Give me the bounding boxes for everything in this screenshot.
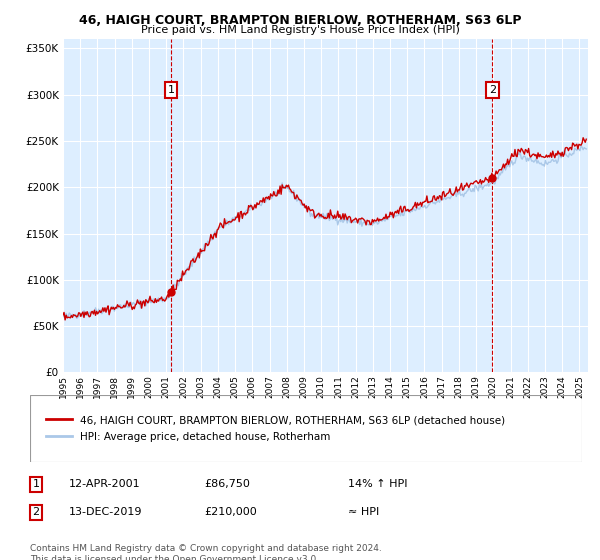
Text: Price paid vs. HM Land Registry's House Price Index (HPI): Price paid vs. HM Land Registry's House … bbox=[140, 25, 460, 35]
Text: 46, HAIGH COURT, BRAMPTON BIERLOW, ROTHERHAM, S63 6LP: 46, HAIGH COURT, BRAMPTON BIERLOW, ROTHE… bbox=[79, 14, 521, 27]
Text: 13-DEC-2019: 13-DEC-2019 bbox=[69, 507, 143, 517]
Text: 2: 2 bbox=[489, 85, 496, 95]
Legend: 46, HAIGH COURT, BRAMPTON BIERLOW, ROTHERHAM, S63 6LP (detached house), HPI: Ave: 46, HAIGH COURT, BRAMPTON BIERLOW, ROTHE… bbox=[41, 410, 511, 447]
Text: £210,000: £210,000 bbox=[204, 507, 257, 517]
Text: 14% ↑ HPI: 14% ↑ HPI bbox=[348, 479, 407, 489]
Text: 1: 1 bbox=[167, 85, 175, 95]
Text: 2: 2 bbox=[32, 507, 40, 517]
Text: 12-APR-2001: 12-APR-2001 bbox=[69, 479, 140, 489]
Text: ≈ HPI: ≈ HPI bbox=[348, 507, 379, 517]
Text: Contains HM Land Registry data © Crown copyright and database right 2024.
This d: Contains HM Land Registry data © Crown c… bbox=[30, 544, 382, 560]
Text: 1: 1 bbox=[32, 479, 40, 489]
Text: £86,750: £86,750 bbox=[204, 479, 250, 489]
